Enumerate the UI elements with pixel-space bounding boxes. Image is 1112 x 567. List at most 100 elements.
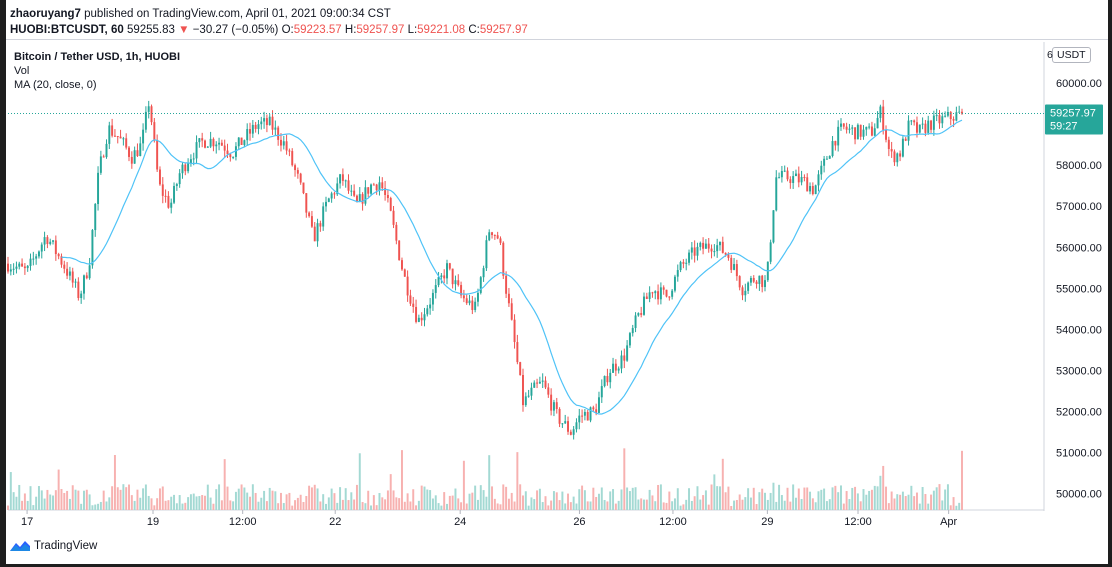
candle-body [831, 141, 834, 157]
volume-bar [519, 484, 522, 510]
legend-title[interactable]: Bitcoin / Tether USD, 1h, HUOBI [14, 51, 181, 63]
candle-body [617, 368, 620, 371]
volume-bar [530, 497, 533, 510]
volume-bar [840, 485, 842, 510]
volume-bar [628, 491, 631, 510]
volume-bar [9, 472, 12, 510]
candle-body [794, 173, 797, 177]
volume-bar [761, 488, 764, 510]
volume-bar [879, 475, 882, 510]
legend-vol[interactable]: Vol [14, 65, 30, 77]
volume-bar [907, 494, 910, 510]
window-frame-bottom [0, 564, 1112, 567]
candle-body [417, 317, 420, 322]
volume-bar [510, 492, 513, 510]
y-tick-label: 54000.00 [1056, 324, 1102, 336]
volume-bar [167, 500, 170, 510]
candle-body [220, 142, 223, 146]
volume-bar [716, 486, 719, 510]
volume-bar [575, 503, 578, 510]
volume-bar [406, 493, 409, 510]
volume-bar [631, 487, 634, 510]
candle-body [749, 277, 752, 283]
candle-body [192, 158, 195, 160]
candle-body [122, 138, 125, 140]
candle-body [595, 409, 598, 413]
candle-body [499, 238, 502, 243]
candle-body [567, 421, 569, 432]
x-tick-label: 22 [329, 516, 341, 528]
candle-body [690, 247, 693, 253]
candle-body [744, 290, 747, 296]
volume-bar [569, 502, 572, 510]
volume-bar [74, 489, 77, 510]
volume-bar [780, 495, 783, 510]
volume-bar [173, 494, 176, 510]
volume-bar [719, 486, 721, 510]
candle-body [384, 188, 387, 195]
legend-ma[interactable]: MA (20, close, 0) [14, 79, 97, 91]
candle-body [724, 252, 727, 255]
candle-body [423, 314, 426, 321]
volume-bar [403, 501, 406, 510]
candle-body [876, 117, 879, 129]
volume-bar [854, 486, 857, 510]
volume-bar [246, 492, 249, 510]
tradingview-footer[interactable]: TradingView [10, 540, 97, 552]
volume-bar [429, 490, 432, 510]
volume-bar [910, 485, 913, 510]
volume-bar [476, 499, 479, 510]
candle-body [572, 429, 575, 435]
window-frame-right [1108, 0, 1112, 567]
volume-bar [440, 505, 443, 510]
candle-body [29, 258, 32, 266]
currency-unit-badge[interactable]: 6 USDT [1047, 47, 1091, 63]
author-name[interactable]: zhaoruyang7 [10, 8, 81, 20]
candle-body [23, 266, 26, 269]
candle-body [144, 111, 147, 130]
volume-bar [223, 459, 226, 510]
candle-body [643, 296, 645, 315]
volume-bar [524, 491, 527, 510]
footer-brand: TradingView [34, 540, 98, 552]
volume-bar [592, 487, 595, 510]
candle-body [158, 169, 161, 185]
candle-body [659, 287, 662, 300]
candle-body [476, 292, 479, 302]
x-tick-label: 12:00 [229, 516, 257, 528]
volume-bar [232, 501, 235, 510]
volume-bar [578, 489, 581, 510]
volume-bar [91, 505, 94, 510]
volume-bar [417, 500, 420, 510]
candle-body [150, 106, 153, 123]
candle-body [353, 190, 356, 196]
candle-body [913, 120, 916, 123]
volume-bar [327, 497, 330, 510]
candle-body [859, 124, 862, 137]
candle-body [12, 268, 15, 270]
volume-bar [513, 501, 516, 510]
candle-body [26, 265, 29, 269]
candle-body [161, 184, 164, 196]
candle-body [313, 226, 316, 242]
volume-bar [68, 498, 71, 510]
candle-body [870, 126, 873, 136]
volume-bar [21, 500, 24, 510]
volume-bar [499, 504, 502, 510]
candle-body [803, 177, 806, 179]
candle-body [775, 177, 778, 211]
volume-bar [336, 502, 339, 510]
candle-body [544, 380, 547, 388]
volume-bar [772, 482, 775, 510]
volume-bar [623, 448, 626, 510]
volume-bar [125, 487, 128, 510]
candle-body [401, 260, 403, 270]
volume-bar [789, 501, 792, 510]
candle-body [415, 306, 418, 322]
candle-body [406, 276, 409, 296]
volume-bar [251, 484, 254, 510]
candle-body [71, 271, 74, 283]
volume-bar [612, 489, 615, 510]
volume-bar [693, 496, 696, 510]
